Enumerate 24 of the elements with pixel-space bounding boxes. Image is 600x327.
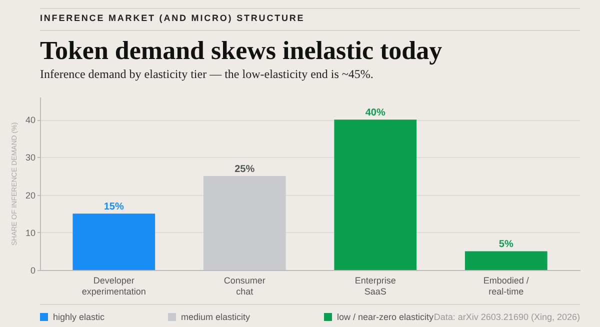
data-label: 25% <box>234 164 255 175</box>
chart-title: Token demand skews inelastic today <box>40 36 442 66</box>
legend-label: low / near-zero elasticity <box>337 312 434 322</box>
text: Data: arXiv 2603.21690 (Xing, 2026) <box>434 312 580 322</box>
y-tick-label: 20 <box>25 190 36 200</box>
x-tick-label: Developer experimentation <box>82 276 146 296</box>
y-tick-label: 40 <box>25 115 36 126</box>
text: INFERENCE MARKET (AND MICRO) STRUCTURE <box>40 13 305 23</box>
data-label: 40% <box>365 108 386 119</box>
x-tick-label: Embodied / real-time <box>483 276 530 296</box>
chart-subtitle: Inference demand by elasticity tier — the low-elasticity end is ~45%. <box>40 67 374 82</box>
y-tick-label: 10 <box>25 228 36 238</box>
y-tick-label: 0 <box>30 266 36 276</box>
data-label: 5% <box>498 239 514 250</box>
y-tick-label: 30 <box>25 152 36 163</box>
x-tick-label: Consumer chat <box>224 276 266 296</box>
bar <box>464 251 548 270</box>
bar <box>72 214 156 270</box>
x-tick-label: Enterprise SaaS <box>354 276 396 296</box>
data-label: 15% <box>104 202 124 213</box>
bar <box>203 176 286 270</box>
legend-label: highly elastic <box>53 312 105 322</box>
bar <box>334 120 417 270</box>
legend-label: medium elasticity <box>181 312 250 322</box>
